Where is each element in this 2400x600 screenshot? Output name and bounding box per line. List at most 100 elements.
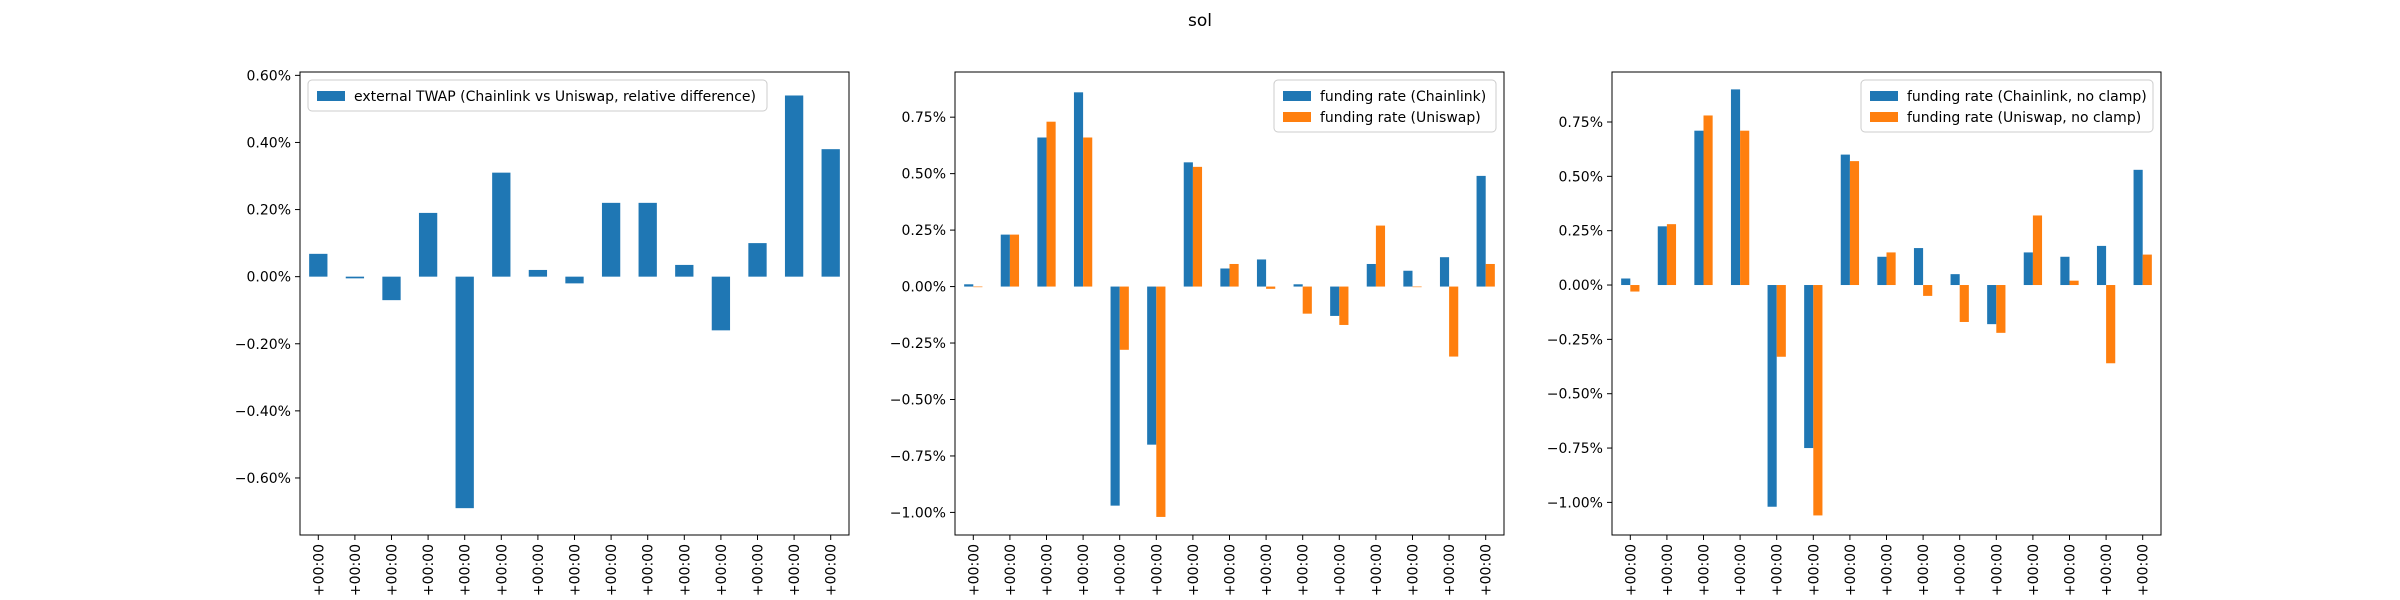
series-2 [973,121,1495,517]
figure-title: sol [1188,11,1212,31]
bar [748,243,767,277]
x-tick-label: +00:00 [1076,544,1092,596]
x-tick-label: +00:00 [1916,544,1932,596]
bar [1083,137,1093,287]
x-tick-label: +00:00 [531,544,547,596]
x-tick-label: +00:00 [1259,544,1275,596]
legend-swatch [317,91,345,101]
x-tick-label: +00:00 [348,544,364,596]
x-tick-label: +00:00 [2063,544,2079,596]
bar [1740,130,1750,286]
y-axis: −0.60% −0.40% −0.20% 0.00% 0.20% 0.40% 0.60% [235,68,300,487]
bar [1840,154,1850,286]
bar [1147,286,1157,445]
bar [2023,252,2033,286]
bar [1192,166,1203,287]
y-tick-label: 0.40% [247,135,291,151]
bar [1813,285,1823,516]
bar [2069,280,2079,286]
x-tick-label: +00:00 [568,544,584,596]
bar [1776,285,1786,357]
bar [1950,274,1960,286]
x-tick-label: +00:00 [421,544,437,596]
bar [2096,245,2107,286]
x-tick-label: +00:00 [714,544,730,596]
bar [1073,92,1084,287]
y-tick-label: −0.60% [235,471,291,487]
axes-frame [299,71,850,536]
x-tick-label: +00:00 [1880,544,1896,596]
legend: funding rate (Chainlink) funding rate (Un… [1273,79,1497,133]
bar [1959,285,1969,322]
x-tick-label: +00:00 [2136,544,2152,596]
charts: −0.60% −0.40% −0.20% 0.00% 0.20% 0.40% 0.60% +0… [235,68,2162,596]
bar [1485,263,1495,287]
x-tick-label: +00:00 [385,544,401,596]
bar [1375,225,1386,287]
bar [2133,169,2143,286]
x-tick-label: +00:00 [1697,544,1713,596]
bar [784,95,804,277]
y-tick-label: 0.75% [1559,115,1603,131]
y-tick-label: −0.50% [890,392,946,408]
series-2 [1630,115,2152,516]
bar [1000,234,1010,287]
chart-1: −0.60% −0.40% −0.20% 0.00% 0.20% 0.40% 0.60% +0… [235,68,850,596]
y-tick-label: −0.25% [890,336,946,352]
y-tick-label: 0.20% [247,203,291,219]
y-tick-label: 0.75% [902,110,946,126]
y-tick-label: 0.00% [902,280,946,296]
bar [675,264,694,277]
bar [1366,263,1376,287]
legend-swatch [1283,91,1311,101]
bar [1119,286,1129,350]
y-tick-label: −0.50% [1547,387,1603,403]
x-tick-label: +00:00 [1770,544,1786,596]
series-1 [964,92,1486,506]
legend-label: funding rate (Chainlink, no clamp) [1907,89,2147,105]
bar [528,269,548,277]
x-tick-label: +00:00 [1296,544,1312,596]
bar [1657,226,1667,286]
bar [492,172,511,277]
x-tick-label: +00:00 [1733,544,1749,596]
bar [1703,115,1713,286]
bar [1913,248,1924,286]
bar [1996,285,2006,333]
bar [1630,285,1640,292]
bar [1046,121,1056,287]
bar [1449,286,1459,357]
y-tick-label: −0.25% [1547,332,1603,348]
x-tick-label: +00:00 [1040,544,1056,596]
legend-swatch [1283,112,1311,122]
x-tick-label: +00:00 [1479,544,1495,596]
bar [1220,268,1230,287]
y-tick-label: 0.25% [902,223,946,239]
bar [711,276,731,331]
bar [1767,285,1777,507]
bar [2106,285,2116,364]
legend: funding rate (Chainlink, no clamp) fundin… [1860,79,2154,133]
x-tick-label: +00:00 [751,544,767,596]
bar [964,284,974,287]
legend-swatch [1870,112,1898,122]
y-tick-label: −0.75% [1547,441,1603,457]
x-tick-label: +00:00 [824,544,840,596]
x-tick-label: +00:00 [1953,544,1969,596]
bar [1403,270,1413,287]
x-tick-label: +00:00 [787,544,803,596]
legend-label: funding rate (Uniswap) [1320,110,1481,126]
y-axis: −1.00% −0.75% −0.50% −0.25% 0.00% 0.25% 0.50% 0… [890,110,955,521]
y-tick-label: −0.20% [235,337,291,353]
bar [638,202,657,277]
x-tick-label: +00:00 [1442,544,1458,596]
legend-box [1860,79,2154,133]
legend-box [307,79,768,112]
x-tick-label: +00:00 [1660,544,1676,596]
bar [1886,252,1896,286]
bar [1229,263,1239,287]
series-1 [1621,89,2143,507]
x-tick-label: +00:00 [1989,544,2005,596]
bar [1302,286,1312,314]
x-axis: +00:00 +00:00 +00:00 +00:00 +00:00 +00:00 +00:… [966,535,1495,596]
